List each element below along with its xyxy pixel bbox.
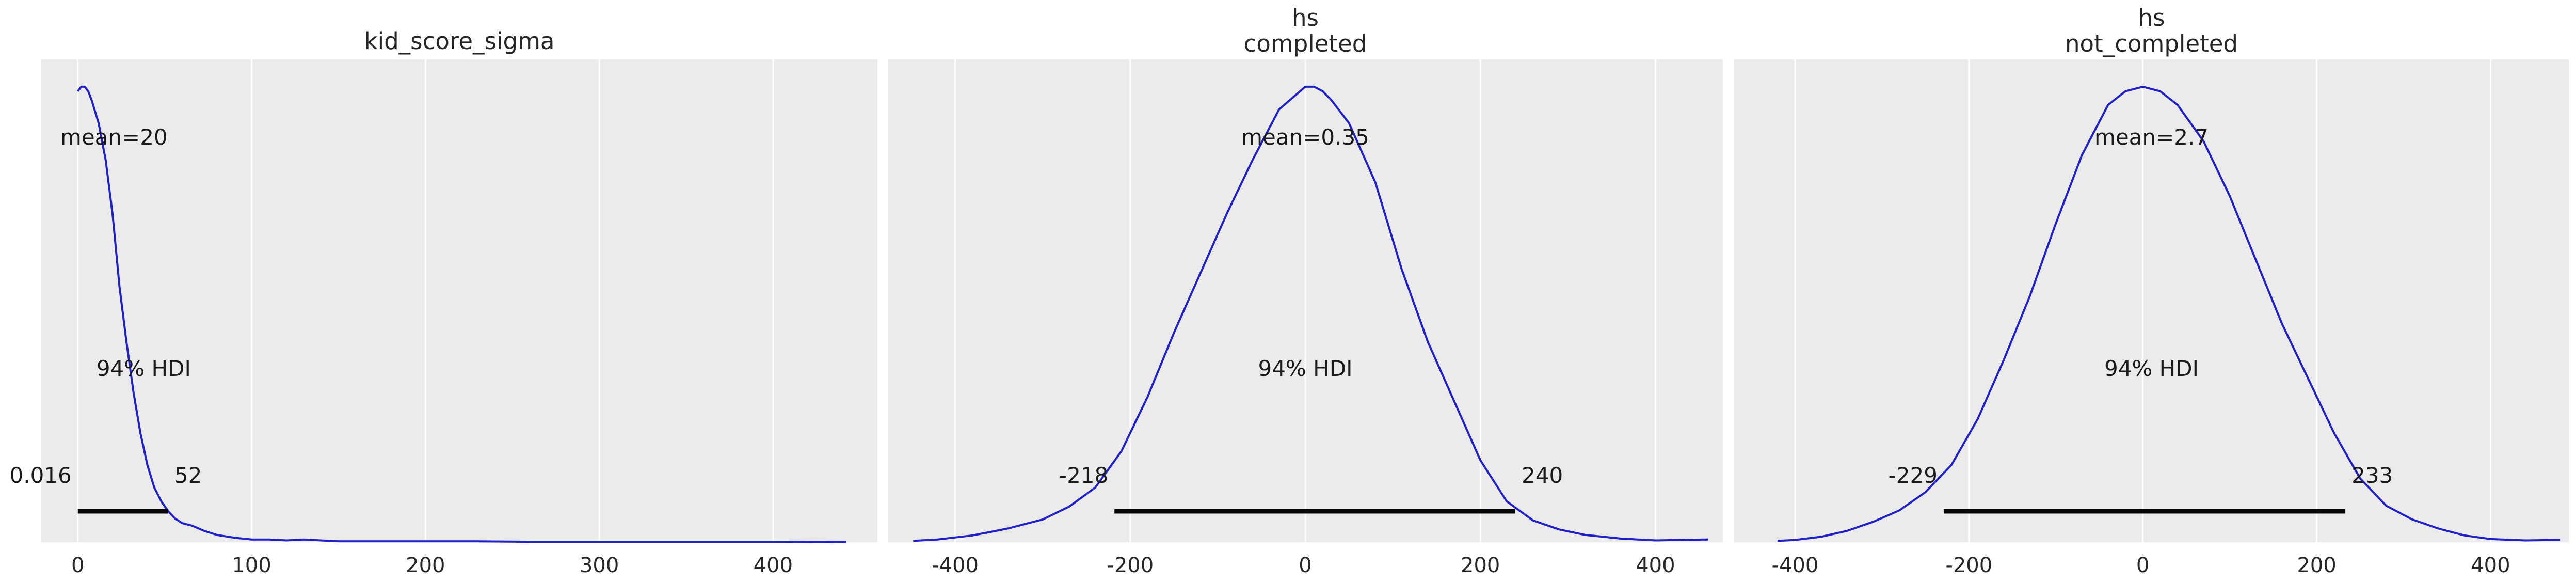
hdi-high-label: 233 bbox=[2351, 463, 2393, 488]
x-tick-label: 400 bbox=[2471, 554, 2510, 577]
x-tick-label: 200 bbox=[2297, 554, 2336, 577]
mean-label: mean=20 bbox=[60, 124, 168, 150]
mean-label: mean=2.7 bbox=[2094, 124, 2209, 150]
x-tick-label: 0 bbox=[1299, 554, 1311, 577]
density-curve bbox=[1778, 85, 2561, 542]
x-tick-label: -400 bbox=[1772, 554, 1819, 577]
mean-label: mean=0.35 bbox=[1241, 124, 1369, 150]
panel-title: hs bbox=[1292, 4, 1319, 32]
panel-title: completed bbox=[1244, 30, 1367, 57]
hdi-caption: 94% HDI bbox=[97, 356, 191, 381]
x-tick-label: 400 bbox=[754, 554, 793, 577]
x-tick-label: 400 bbox=[1636, 554, 1675, 577]
x-tick-label: 100 bbox=[232, 554, 271, 577]
hdi-caption: 94% HDI bbox=[1258, 356, 1352, 381]
x-tick-label: 0 bbox=[71, 554, 84, 577]
hdi-high-label: 52 bbox=[174, 463, 202, 488]
panel-title: not_completed bbox=[2065, 30, 2238, 57]
x-tick-label: 300 bbox=[580, 554, 619, 577]
panel-kid-score-sigma: 0 100 200 300 400 kid_score_sigma mean=20 94% H… bbox=[10, 27, 877, 577]
hdi-low-label: -218 bbox=[1059, 463, 1108, 488]
x-tick-label: 200 bbox=[1461, 554, 1500, 577]
density-curve bbox=[913, 85, 1708, 542]
x-tick-label: -200 bbox=[1945, 554, 1992, 577]
hdi-low-label: 0.016 bbox=[10, 463, 72, 488]
x-tick-label: -400 bbox=[932, 554, 979, 577]
hdi-high-label: 240 bbox=[1522, 463, 1563, 488]
panel-title: hs bbox=[2138, 4, 2165, 32]
x-tick-label: 0 bbox=[2136, 554, 2149, 577]
hdi-low-label: -229 bbox=[1889, 463, 1938, 488]
x-tick-label: 200 bbox=[406, 554, 445, 577]
density-curve bbox=[77, 85, 846, 543]
plot-area bbox=[1734, 59, 2569, 542]
panel-title: kid_score_sigma bbox=[364, 27, 555, 55]
x-tick-label: -200 bbox=[1107, 554, 1154, 577]
hdi-caption: 94% HDI bbox=[2104, 356, 2199, 381]
plot-area bbox=[41, 59, 877, 542]
